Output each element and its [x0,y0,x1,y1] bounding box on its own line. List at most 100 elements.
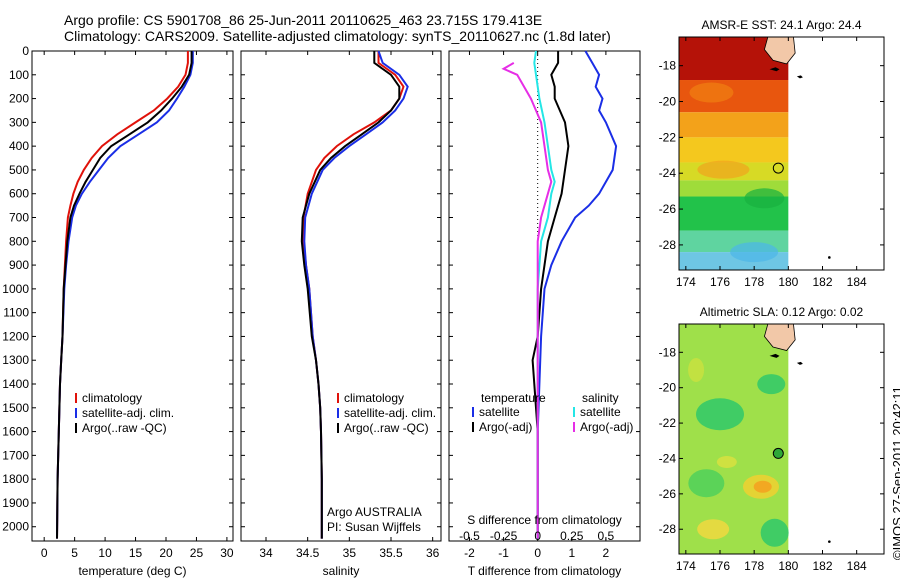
depth-tick-label: 2000 [2,520,29,534]
sst-island [828,256,831,259]
salinity-legend-label: satellite-adj. clim. [344,406,436,420]
difference-x-axis-label: T difference from climatology [468,564,622,578]
depth-tick-label: 100 [9,68,29,82]
salinity-x-tick-label: 35.5 [379,546,403,560]
sla-lat-tick-label: -20 [659,381,677,395]
sst-lat-tick-label: -22 [659,130,677,144]
sla-lat-tick-label: -24 [659,451,677,465]
sst-lon-tick-label: 182 [812,275,832,289]
sst-band [679,112,789,138]
difference-x-tick-label: -1 [498,546,509,560]
salinity-x-tick-label: 34 [259,546,273,560]
salinity-plot-frame [240,50,442,542]
depth-tick-label: 900 [9,258,29,272]
sla-anomaly-patch [697,519,730,540]
s-difference-tick-label: -0.25 [490,529,518,543]
depth-tick-label: 1100 [3,306,29,320]
temperature-x-tick-label: 5 [71,546,78,560]
sst-island [769,67,780,72]
sla-lat-tick-label: -26 [659,487,677,501]
salinity-series-black [300,51,401,539]
s-difference-tick-label: -0.5 [459,529,480,543]
sla-lon-tick-label: 176 [710,559,730,573]
sla-anomaly-patch [716,456,737,468]
chart-title-line-1: Argo profile: CS 5901708_86 25-Jun-2011 … [64,12,543,28]
sla-map-frame [678,323,885,555]
temperature-x-tick-label: 0 [41,546,48,560]
sla-lon-tick-label: 174 [676,559,696,573]
sla-lat-tick-label: -28 [659,522,677,536]
sla-lon-tick-label: 178 [744,559,764,573]
depth-tick-label: 0 [22,44,29,58]
pi-annotation: PI: Susan Wijffels [327,520,421,534]
salinity-x-axis-label: salinity [323,564,360,578]
sst-warm-patch [689,82,734,103]
difference-series-black [531,51,570,539]
sst-lat-tick-label: -28 [659,238,677,252]
sla-anomaly-patch [757,374,786,395]
difference-legend-label: Argo(-adj) [479,420,532,434]
sst-lon-tick-label: 184 [847,275,867,289]
sla-field [679,324,789,554]
sst-field [679,37,789,270]
sla-map-title: Altimetric SLA: 0.12 Argo: 0.02 [700,305,864,319]
argo-australia-annotation: Argo AUSTRALIA [327,505,422,519]
difference-x-tick-label: 2 [603,546,610,560]
sst-lon-tick-label: 178 [744,275,764,289]
sla-anomaly-patch [753,480,772,493]
difference-x-tick-label: 0 [534,546,541,560]
depth-tick-label: 1800 [2,472,29,486]
difference-legend-label: satellite [580,405,621,419]
sst-band [679,137,789,163]
sst-argo-position-marker [772,162,784,174]
depth-tick-label: 1000 [2,282,29,296]
sst-cool-patch [744,188,785,209]
depth-tick-label: 300 [9,115,29,129]
sst-map-title: AMSR-E SST: 24.1 Argo: 24.4 [701,18,861,32]
temperature-x-tick-label: 15 [129,546,143,560]
temperature-legend-label: climatology [82,391,142,405]
temperature-x-tick-label: 10 [98,546,112,560]
sla-anomaly-patch [760,518,789,547]
sst-lat-tick-label: -20 [659,95,677,109]
sla-lat-tick-label: -22 [659,416,677,430]
depth-tick-label: 1900 [2,496,29,510]
s-difference-tick-label: 0 [534,529,541,543]
sst-lon-tick-label: 176 [710,275,730,289]
sst-lon-tick-label: 180 [778,275,798,289]
sla-argo-position-marker [772,447,784,459]
sla-anomaly-patch [696,398,744,431]
depth-tick-label: 1500 [2,401,29,415]
sst-warm-patch [697,160,750,179]
temperature-x-tick-label: 20 [159,546,173,560]
depth-tick-label: 700 [9,211,29,225]
sst-lat-tick-label: -18 [659,59,677,73]
depth-tick-label: 600 [9,187,29,201]
depth-tick-label: 400 [9,139,29,153]
temperature-legend-title: temperature [481,391,546,405]
temperature-legend-label: satellite-adj. clim. [82,406,174,420]
salinity-legend-title: salinity [582,391,619,405]
difference-x-tick-label: 1 [568,546,575,560]
depth-tick-label: 200 [9,92,29,106]
sla-lat-tick-label: -18 [659,345,677,359]
sst-lat-tick-label: -26 [659,202,677,216]
depth-tick-label: 1400 [2,377,29,391]
difference-series-blue [536,50,618,539]
salinity-x-tick-label: 35 [343,546,357,560]
sla-island [769,353,780,358]
chart-title-line-2: Climatology: CARS2009. Satellite-adjuste… [64,28,611,44]
difference-series-magenta [501,62,553,539]
sla-anomaly-patch [688,358,705,382]
s-difference-tick-label: 0.25 [560,529,584,543]
sst-lon-tick-label: 174 [676,275,696,289]
s-difference-tick-label: 0.5 [598,529,615,543]
difference-x-tick-label: -2 [464,546,475,560]
sst-island [796,75,803,79]
depth-tick-label: 1700 [2,448,29,462]
sla-island [828,540,831,543]
temperature-legend-label: Argo(..raw -QC) [82,421,167,435]
salinity-legend-label: climatology [344,391,404,405]
salinity-legend-label: Argo(..raw -QC) [344,421,429,435]
